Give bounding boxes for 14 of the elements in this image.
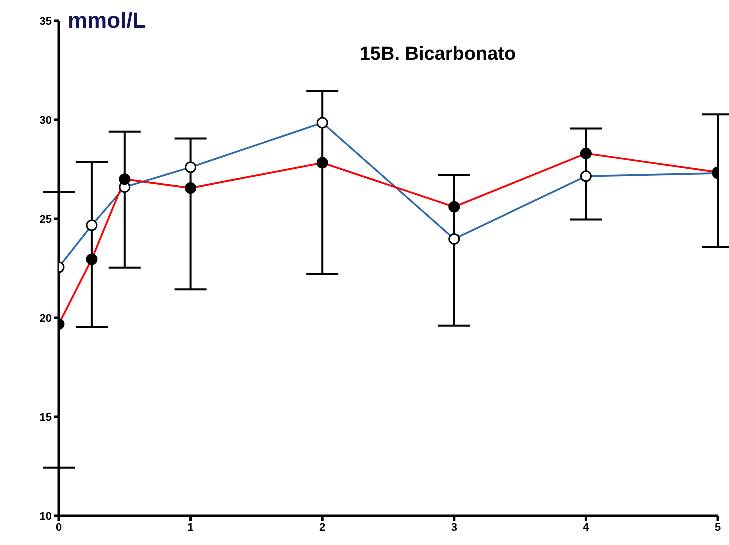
y-axis-title: mmol/L	[68, 8, 146, 34]
x-tick-label: 5	[714, 522, 722, 534]
x-tick-label: 2	[320, 522, 326, 534]
x-tick-label: 4	[583, 522, 590, 534]
x-tick-label: 3	[451, 522, 458, 534]
y-tick-label: 35	[40, 16, 52, 28]
x-tick-label: 0	[56, 522, 62, 534]
x-tick-label: 1	[188, 522, 194, 534]
y-tick-label: 25	[40, 214, 52, 226]
y-tick-label: 20	[40, 312, 52, 325]
y-tick-label: 10	[40, 510, 52, 523]
text: 15B. Bicarbonato	[358, 44, 518, 66]
y-tick-label: 30	[40, 114, 52, 127]
y-tick-label: 15	[40, 412, 52, 424]
